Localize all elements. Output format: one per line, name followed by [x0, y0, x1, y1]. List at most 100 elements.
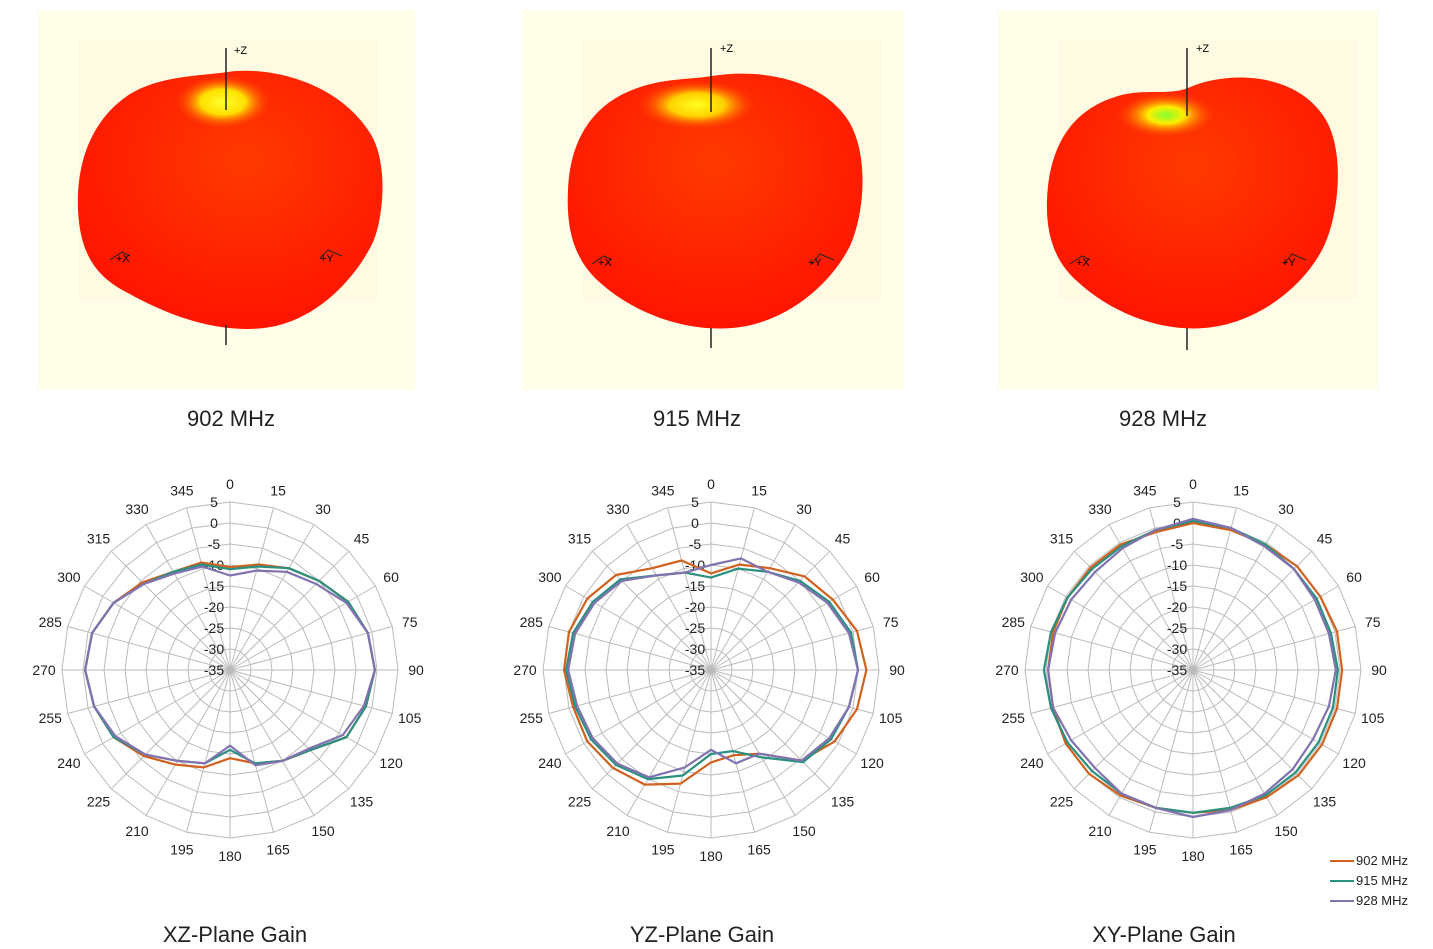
- radial-tick-label: -35: [1167, 662, 1187, 678]
- angle-tick-label: 345: [1133, 482, 1157, 498]
- angle-tick-label: 270: [513, 662, 537, 678]
- legend-swatch: [1330, 860, 1354, 862]
- grid-spoke: [1192, 669, 1278, 816]
- z-axis-label: +Z: [234, 45, 247, 57]
- angle-tick-label: 195: [651, 842, 675, 858]
- grid-spoke: [591, 669, 712, 790]
- grid-spoke: [1108, 669, 1194, 816]
- angle-tick-label: 30: [315, 501, 331, 517]
- angle-tick-label: 225: [87, 794, 111, 810]
- z-axis-label: +Z: [1196, 43, 1209, 55]
- angle-tick-label: 15: [751, 482, 767, 498]
- radial-tick-label: 0: [210, 515, 218, 531]
- angle-tick-label: 210: [606, 823, 630, 839]
- angle-tick-label: 165: [1229, 842, 1253, 858]
- angle-tick-label: 120: [1342, 755, 1366, 771]
- angle-tick-label: 345: [170, 482, 194, 498]
- grid-spoke: [229, 669, 315, 816]
- series-line-928-mhz: [1046, 517, 1337, 819]
- grid-spoke: [229, 626, 393, 671]
- grid-spoke: [1149, 669, 1194, 833]
- angle-tick-label: 330: [606, 501, 630, 517]
- pattern-3d-928: +Z +X +Y: [998, 10, 1378, 390]
- angle-tick-label: 240: [57, 755, 81, 771]
- yz-plane-gain-chart: 0 15 30 45 60 75 90 105 120 135 150 165 180 195 210 225…: [513, 476, 905, 864]
- radiation-lobe: [567, 73, 863, 329]
- angle-tick-label: 15: [270, 482, 286, 498]
- angle-tick-label: 300: [538, 569, 562, 585]
- grid-spoke: [710, 585, 857, 671]
- grid-spoke: [229, 669, 274, 833]
- angle-tick-label: 75: [883, 614, 899, 630]
- angle-tick-label: 30: [1278, 501, 1294, 517]
- yz-plane-gain-title: YZ-Plane Gain: [629, 922, 775, 947]
- angle-tick-label: 300: [57, 569, 81, 585]
- angle-tick-label: 240: [538, 755, 562, 771]
- grid-spoke: [591, 550, 712, 671]
- grid-spoke: [710, 669, 796, 816]
- angle-tick-label: 270: [995, 662, 1019, 678]
- angle-tick-label: 285: [520, 614, 544, 630]
- grid-spoke: [145, 669, 231, 816]
- angle-tick-label: 315: [1050, 531, 1074, 547]
- angle-tick-label: 225: [568, 794, 592, 810]
- radial-tick-label: 5: [210, 494, 218, 510]
- grid-spoke: [110, 669, 231, 790]
- pattern-caption-915: 915 MHz: [652, 406, 742, 431]
- angle-tick-label: 135: [831, 794, 855, 810]
- grid-spoke: [565, 669, 712, 755]
- angle-tick-label: 135: [1313, 794, 1337, 810]
- angle-tick-label: 255: [39, 710, 63, 726]
- radial-tick-label: -30: [204, 641, 224, 657]
- radial-tick-label: -20: [1167, 599, 1187, 615]
- grid-spoke: [186, 669, 231, 833]
- angle-tick-label: 255: [1002, 710, 1026, 726]
- grid-spoke: [1192, 550, 1313, 671]
- grid-spoke: [67, 626, 231, 671]
- angle-tick-label: 150: [311, 823, 335, 839]
- angle-tick-label: 75: [1365, 614, 1381, 630]
- angle-tick-label: 150: [1274, 823, 1298, 839]
- grid-spoke: [1192, 524, 1278, 671]
- radial-tick-label: -30: [1167, 641, 1187, 657]
- angle-tick-label: 60: [1346, 569, 1362, 585]
- chart-legend: 902 MHz 915 MHz 928 MHz: [1330, 851, 1408, 911]
- grid-spoke: [710, 669, 857, 755]
- radial-tick-label: -15: [204, 578, 224, 594]
- angle-tick-label: 210: [1088, 823, 1112, 839]
- y-axis-label: +Y: [1282, 257, 1296, 269]
- angle-tick-label: 105: [879, 710, 903, 726]
- grid-spoke: [626, 669, 712, 816]
- xz-plane-gain-chart: 0 15 30 45 60 75 90 105 120 135 150 165 180 195 210 225…: [32, 476, 424, 864]
- angle-tick-label: 0: [1189, 476, 1197, 492]
- grid-spoke: [1047, 669, 1194, 755]
- angle-tick-label: 60: [864, 569, 880, 585]
- radial-tick-label: 0: [691, 515, 699, 531]
- angle-tick-label: 210: [125, 823, 149, 839]
- radial-tick-label: 5: [1173, 494, 1181, 510]
- grid-spoke: [1030, 626, 1194, 671]
- grid-spoke: [710, 550, 831, 671]
- grid-spoke: [1192, 669, 1237, 833]
- angle-tick-label: 0: [226, 476, 234, 492]
- grid-spoke: [1192, 669, 1313, 790]
- grid-spoke: [186, 507, 231, 671]
- angle-tick-label: 45: [354, 531, 370, 547]
- grid-spoke: [110, 550, 231, 671]
- grid-spoke: [84, 585, 231, 671]
- angle-tick-label: 105: [1361, 710, 1385, 726]
- grid-spoke: [229, 524, 315, 671]
- pattern-3d-902: +Z +X +Y: [38, 10, 415, 390]
- legend-swatch: [1330, 900, 1354, 902]
- angle-tick-label: 330: [125, 501, 149, 517]
- radial-tick-label: -15: [1167, 578, 1187, 594]
- angle-tick-label: 105: [398, 710, 422, 726]
- angle-tick-label: 120: [379, 755, 403, 771]
- series-line-928-mhz: [83, 565, 376, 767]
- angle-tick-label: 285: [39, 614, 63, 630]
- series-line-902-mhz: [562, 559, 868, 786]
- grid-spoke: [1073, 669, 1194, 790]
- xz-plane-gain-title: XZ-Plane Gain: [162, 922, 308, 947]
- angle-tick-label: 270: [32, 662, 56, 678]
- grid-spoke: [710, 669, 831, 790]
